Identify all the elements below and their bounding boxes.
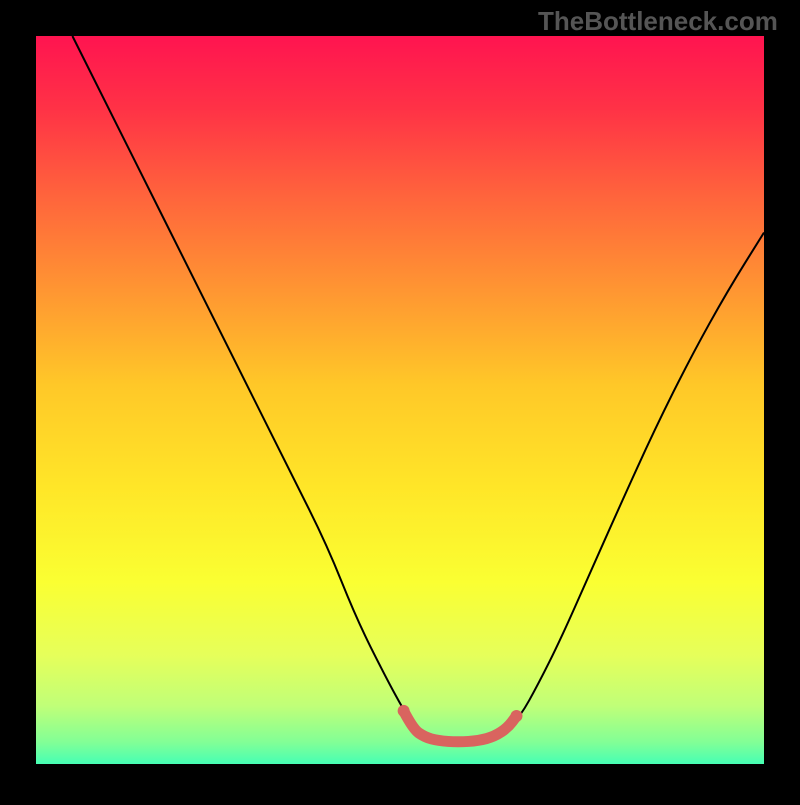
watermark-text: TheBottleneck.com xyxy=(538,6,778,37)
valley-endpoint-right xyxy=(510,710,522,722)
plot-background xyxy=(36,36,764,764)
valley-endpoint-left xyxy=(398,705,410,717)
chart-frame: TheBottleneck.com xyxy=(0,0,800,800)
chart-svg xyxy=(0,0,800,800)
